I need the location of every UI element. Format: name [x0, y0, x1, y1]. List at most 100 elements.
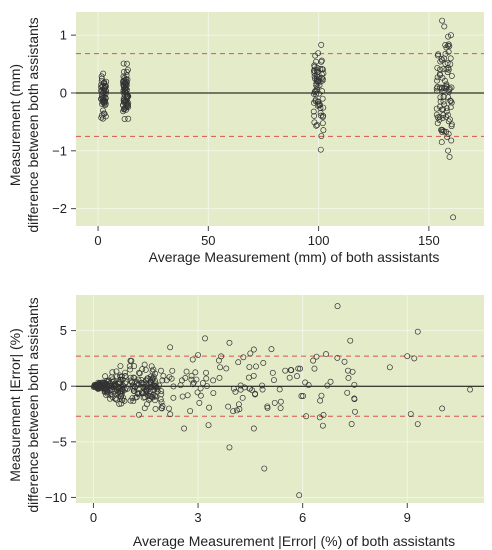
y-tick-label: −2	[52, 201, 67, 216]
x-tick-label: 3	[194, 510, 201, 525]
data-point	[334, 354, 341, 361]
data-point	[439, 57, 446, 64]
data-point	[439, 405, 446, 412]
x-tick-label: 6	[299, 510, 306, 525]
y-tick-label: −5	[52, 434, 67, 449]
data-point	[316, 414, 323, 421]
data-point	[447, 55, 454, 62]
y-tick-label: 5	[60, 323, 67, 338]
data-point	[443, 108, 450, 115]
data-point	[296, 492, 303, 499]
data-point	[217, 364, 223, 371]
data-point	[315, 74, 322, 81]
data-point	[411, 355, 418, 362]
data-point	[181, 425, 188, 432]
data-point	[414, 328, 421, 335]
data-point	[150, 373, 157, 380]
data-point	[111, 378, 117, 385]
data-point	[314, 98, 321, 105]
data-point	[433, 111, 440, 118]
data-point	[277, 398, 284, 405]
data-point	[440, 93, 447, 100]
data-point	[269, 369, 276, 376]
data-point	[298, 393, 305, 399]
data-point	[127, 374, 134, 381]
data-point	[166, 405, 172, 412]
data-point	[157, 396, 164, 403]
data-point	[177, 382, 184, 389]
data-point	[194, 389, 201, 396]
data-point	[143, 377, 150, 384]
data-point	[223, 365, 230, 372]
data-point	[205, 422, 212, 429]
data-point	[438, 139, 445, 146]
x-tick-label: 0	[94, 233, 101, 248]
data-point	[442, 85, 449, 92]
data-point	[250, 372, 257, 379]
data-point	[318, 133, 325, 139]
data-point	[448, 137, 455, 144]
data-point	[136, 370, 143, 377]
data-point	[125, 115, 132, 122]
data-point	[253, 363, 259, 370]
data-point	[434, 120, 441, 127]
data-point	[218, 353, 225, 360]
data-point	[334, 303, 341, 310]
data-point	[351, 381, 358, 388]
data-point	[136, 411, 142, 418]
data-point	[312, 98, 319, 104]
data-point	[324, 382, 331, 389]
data-point	[145, 392, 152, 399]
data-point	[446, 116, 453, 123]
data-point	[123, 60, 130, 67]
data-point	[327, 378, 334, 385]
data-point	[318, 41, 325, 48]
data-point	[230, 408, 237, 415]
data-point	[448, 123, 455, 130]
data-point	[319, 65, 326, 72]
data-point	[348, 421, 355, 427]
data-point	[121, 116, 128, 122]
data-point	[435, 51, 442, 58]
data-point	[142, 366, 149, 373]
data-point	[117, 376, 124, 383]
data-point	[129, 395, 136, 402]
panel-bottom: 0 3 6 9 −10 −5 0 5 Average Measurement |Error| (…	[7, 295, 484, 549]
data-point	[314, 83, 321, 90]
data-point	[271, 377, 277, 383]
data-point	[443, 81, 450, 88]
data-point	[230, 385, 237, 392]
data-point	[312, 52, 319, 59]
data-point	[434, 87, 441, 94]
data-point	[235, 401, 242, 408]
data-point	[444, 60, 451, 67]
data-point	[286, 374, 293, 381]
data-point	[311, 119, 318, 126]
data-point	[152, 405, 159, 412]
data-point	[319, 77, 326, 84]
x-tick-label: 9	[404, 510, 411, 525]
data-point	[446, 153, 453, 160]
data-point	[192, 369, 199, 376]
data-point	[240, 354, 247, 361]
data-point	[184, 392, 191, 399]
data-point	[443, 66, 450, 73]
data-point	[437, 72, 444, 79]
data-point	[441, 101, 448, 108]
data-point	[108, 391, 115, 398]
y-axis-title-line: difference between both assistants	[25, 17, 41, 232]
data-point	[445, 48, 452, 55]
data-point	[190, 381, 196, 388]
y-tick-label: 1	[60, 28, 67, 43]
data-point	[259, 382, 266, 389]
data-point	[142, 383, 149, 390]
data-point	[188, 372, 195, 379]
data-point	[117, 363, 124, 369]
data-point	[316, 82, 323, 89]
data-point	[119, 397, 126, 403]
y-tick-label: −10	[45, 490, 67, 505]
data-point	[237, 382, 244, 389]
data-point	[437, 94, 444, 101]
data-point	[109, 369, 116, 376]
